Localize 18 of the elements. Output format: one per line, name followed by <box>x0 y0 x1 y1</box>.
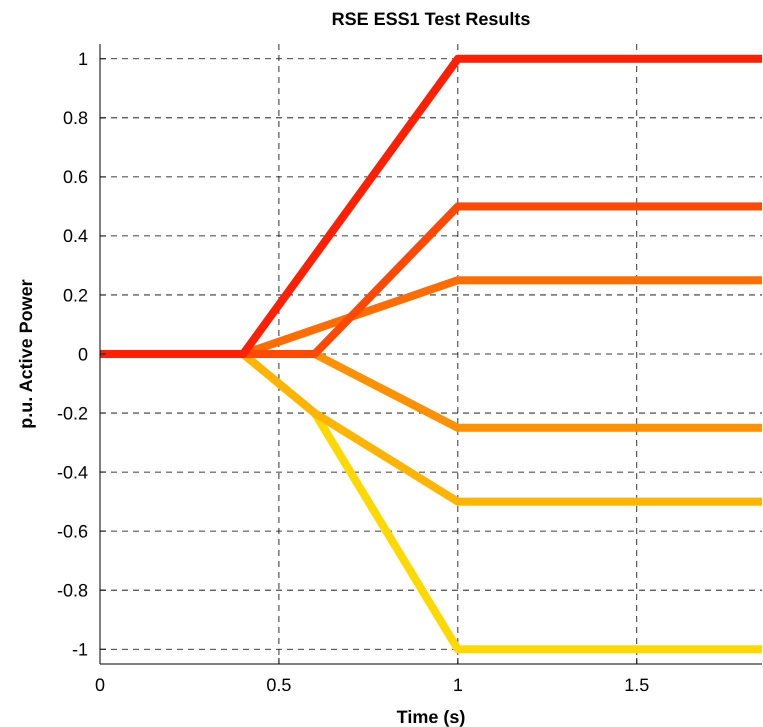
y-tick-label: -0.4 <box>56 462 88 482</box>
y-tick-label: 0.8 <box>62 108 88 128</box>
x-tick-label: 0.5 <box>266 675 292 695</box>
x-tick-label: 1.5 <box>624 675 650 695</box>
y-tick-label: -0.6 <box>56 521 88 542</box>
x-axis-title: Time (s) <box>396 707 466 727</box>
y-tick-label: -1 <box>72 640 88 660</box>
y-tick-label: 1 <box>78 49 88 70</box>
y-tick-label: 0.2 <box>62 285 88 306</box>
y-tick-label: 0.4 <box>62 226 88 246</box>
y-tick-label: 0 <box>78 344 88 364</box>
y-tick-label: -0.2 <box>56 403 88 424</box>
y-axis-title: p.u. Active Power <box>16 279 36 429</box>
x-tick-label: 1 <box>452 675 463 695</box>
x-tick-label: 0 <box>94 675 106 695</box>
y-tick-label: -0.8 <box>56 580 88 600</box>
y-tick-label: 0.6 <box>62 167 88 188</box>
chart-title: RSE ESS1 Test Results <box>332 9 530 29</box>
